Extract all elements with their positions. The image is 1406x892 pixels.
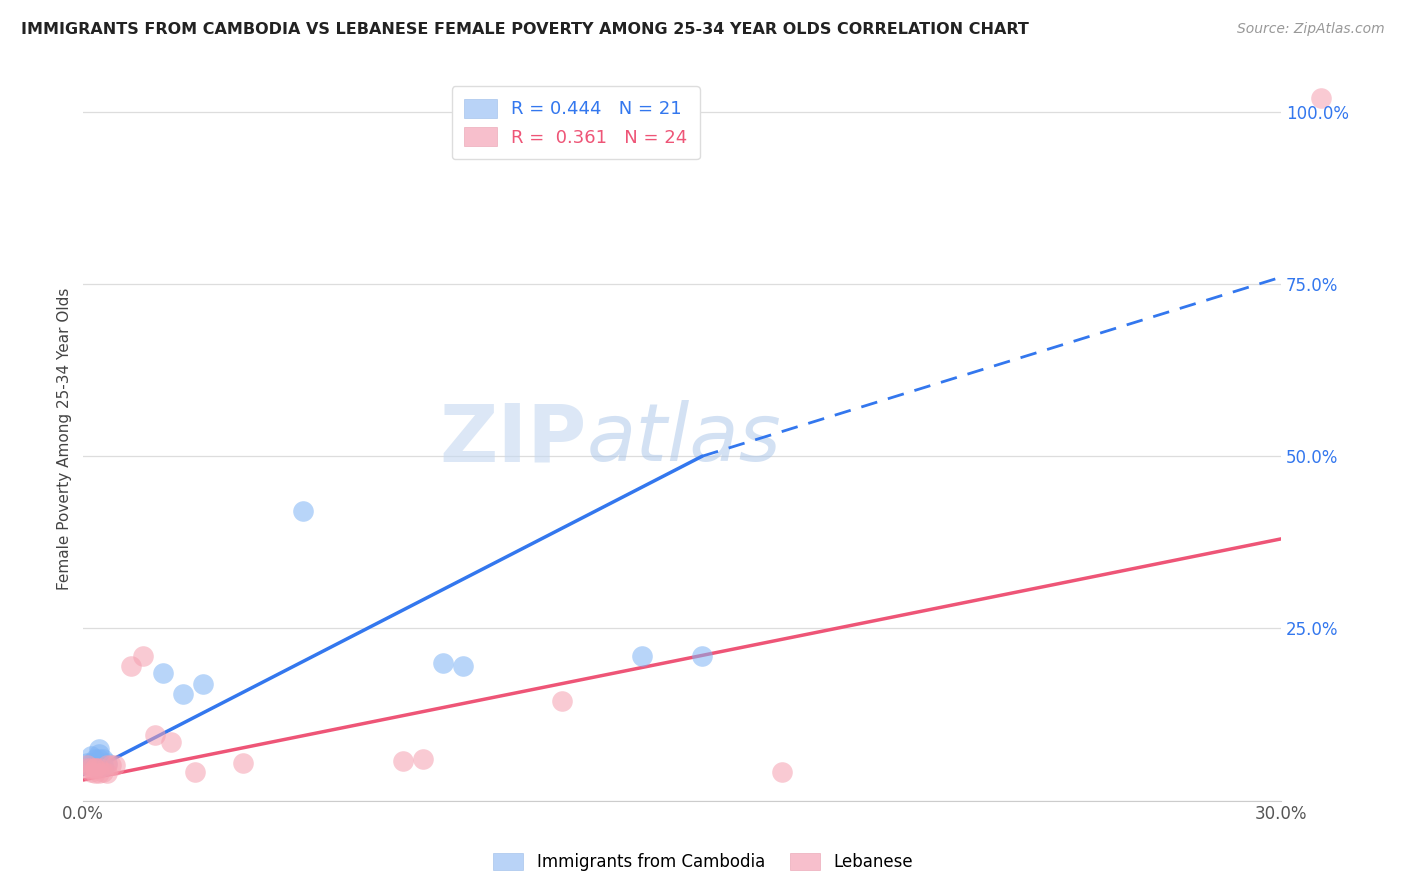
Point (89, 766, 111, 780)
Text: ZIP: ZIP (439, 400, 586, 478)
Point (91, 759, 114, 773)
Point (84, 759, 107, 773)
Point (391, 754, 413, 768)
Text: IMMIGRANTS FROM CAMBODIA VS LEBANESE FEMALE POVERTY AMONG 25-34 YEAR OLDS CORREL: IMMIGRANTS FROM CAMBODIA VS LEBANESE FEM… (21, 22, 1029, 37)
Point (120, 659, 142, 673)
Point (76, 756, 98, 770)
Point (172, 687, 194, 701)
Point (770, 764, 793, 779)
Point (76, 757, 98, 772)
Point (160, 735, 183, 749)
Point (84, 760, 107, 774)
Point (89, 747, 111, 761)
Y-axis label: Female Poverty Among 25-34 Year Olds: Female Poverty Among 25-34 Year Olds (58, 288, 72, 591)
Point (89, 760, 111, 774)
Point (100, 757, 122, 772)
Point (451, 659, 474, 673)
Point (84, 766, 107, 780)
Point (96, 757, 118, 772)
Point (152, 666, 174, 681)
Point (84, 752, 107, 766)
Point (76, 760, 98, 774)
Text: Source: ZipAtlas.com: Source: ZipAtlas.com (1237, 22, 1385, 37)
Point (80, 760, 103, 774)
Point (1309, 91, 1331, 105)
Point (291, 504, 314, 518)
Point (80, 764, 103, 779)
Point (96, 756, 118, 770)
Point (132, 648, 155, 663)
Point (91, 764, 114, 779)
Point (631, 648, 654, 663)
Text: atlas: atlas (586, 400, 782, 478)
Point (96, 766, 118, 780)
Point (690, 648, 713, 663)
Point (84, 760, 107, 774)
Point (432, 656, 454, 670)
Point (104, 757, 127, 772)
Point (80, 756, 103, 770)
Point (91, 752, 114, 766)
Point (89, 752, 111, 766)
Point (184, 764, 207, 779)
Legend: R = 0.444   N = 21, R =  0.361   N = 24: R = 0.444 N = 21, R = 0.361 N = 24 (451, 87, 700, 160)
Legend: Immigrants from Cambodia, Lebanese: Immigrants from Cambodia, Lebanese (485, 845, 921, 880)
Point (80, 748, 103, 763)
Point (84, 759, 107, 773)
Point (551, 694, 574, 708)
Point (89, 742, 111, 756)
Point (191, 676, 214, 690)
Point (412, 752, 434, 766)
Point (91, 759, 114, 773)
Point (232, 756, 254, 770)
Point (143, 728, 166, 742)
